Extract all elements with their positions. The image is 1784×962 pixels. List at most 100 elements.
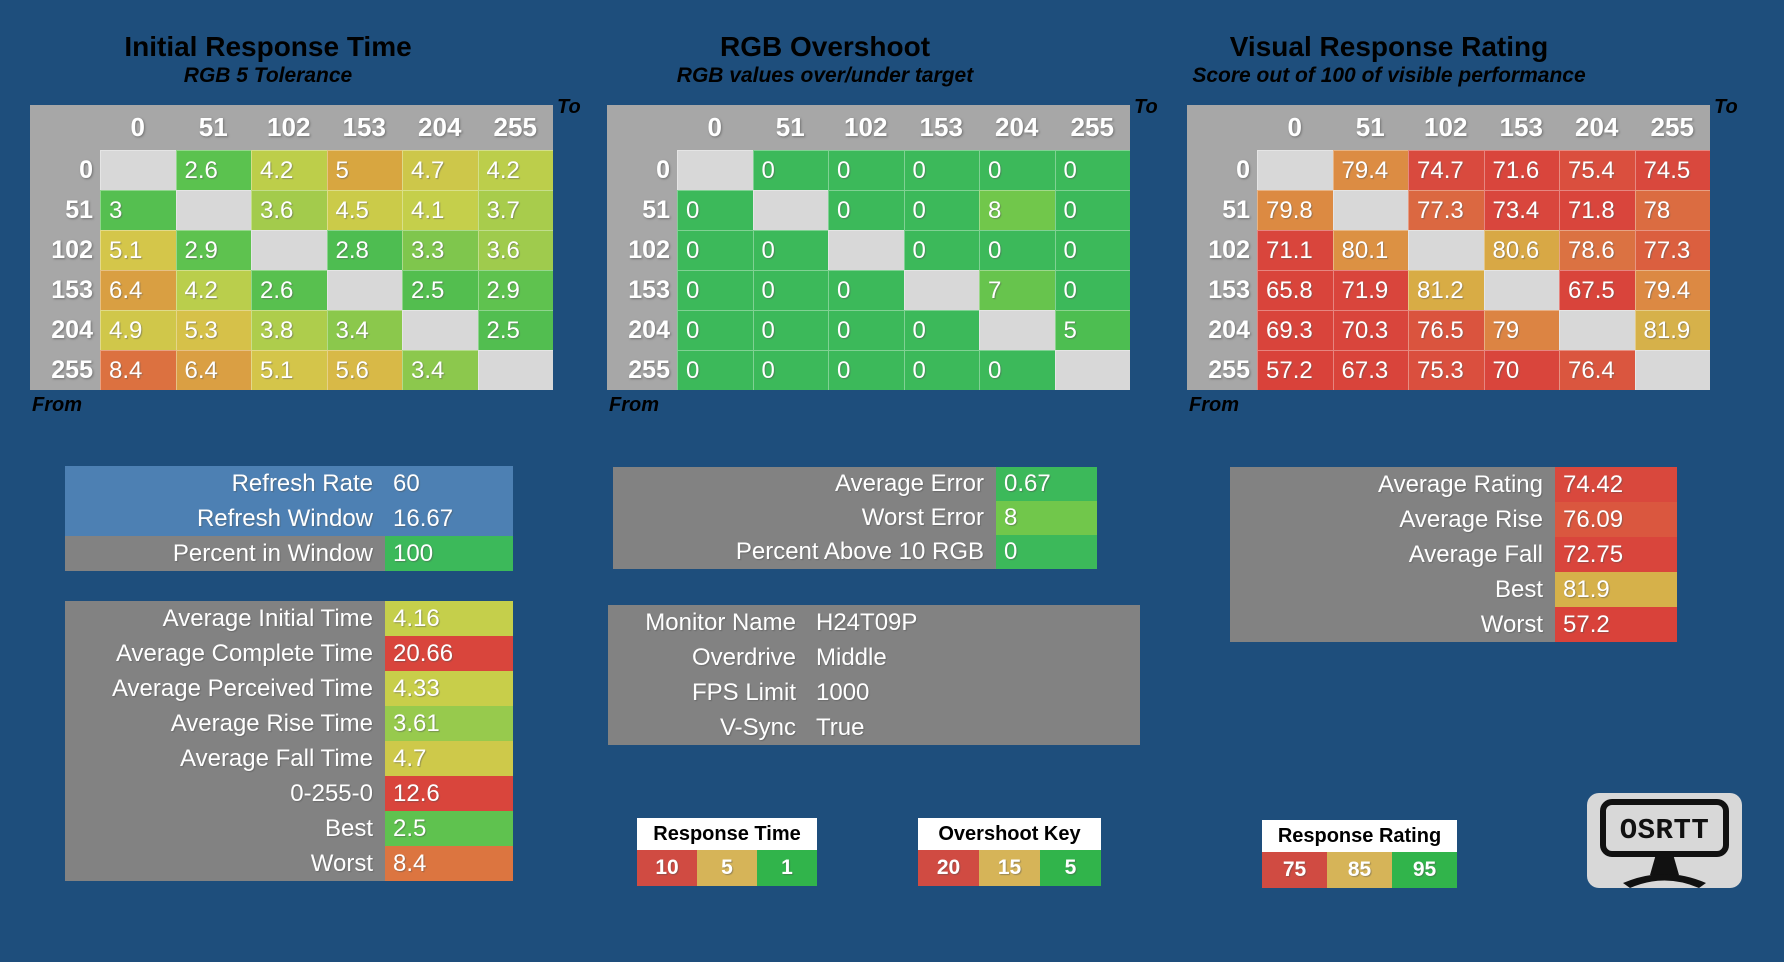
heatmap-cell: 0 [903, 150, 979, 190]
summary-label: Average Initial Time [65, 601, 385, 636]
summary-value: 1000 [808, 675, 1140, 710]
heatmap-cell: 0 [903, 310, 979, 350]
summary-value: 57.2 [1555, 607, 1677, 642]
heatmap-col-header: 102 [1408, 105, 1484, 150]
key-cell: 5 [697, 850, 757, 886]
heatmap-cell [1634, 350, 1710, 390]
summary-value: 2.5 [385, 811, 513, 846]
summary-label: Average Fall [1230, 537, 1555, 572]
heatmap-cell [1559, 310, 1635, 350]
heatmap-cell: 79.8 [1257, 190, 1333, 230]
heatmap-cell: 70.3 [1332, 310, 1408, 350]
summary-row: Average Rise Time 3.61 [65, 706, 513, 741]
overshoot-to-label: To [1134, 96, 1158, 118]
heatmap-row-header: 255 [30, 350, 100, 390]
heatmap-cell: 4.2 [477, 150, 553, 190]
summary-label: Best [1230, 572, 1555, 607]
response-time-key: Response Time Key1051 [637, 818, 817, 886]
key-title: Overshoot Key [918, 818, 1101, 850]
overshoot-title: RGB Overshoot [719, 31, 931, 62]
summary-value: 74.42 [1555, 467, 1677, 502]
heatmap-cell: 3.6 [251, 190, 327, 230]
summary-row: V-Sync True [608, 710, 1140, 745]
heatmap-row-header: 51 [30, 190, 100, 230]
heatmap-cell: 0 [677, 230, 753, 270]
heatmap-row-header: 204 [1187, 310, 1257, 350]
heatmap-cell: 3 [100, 190, 176, 230]
heatmap-row-header: 255 [607, 350, 677, 390]
heatmap-row-header: 0 [607, 150, 677, 190]
summary-label: Average Error [613, 467, 996, 501]
heatmap-cell: 0 [677, 350, 753, 390]
summary-row: Worst 57.2 [1230, 607, 1677, 642]
summary-row: Overdrive Middle [608, 640, 1140, 675]
heatmap-cell: 71.8 [1559, 190, 1635, 230]
summary-row: Monitor Name H24T09P [608, 605, 1140, 640]
heatmap-cell [1483, 270, 1559, 310]
heatmap-cell: 2.8 [326, 230, 402, 270]
summary-row: Worst 8.4 [65, 846, 513, 881]
summary-label: Worst [1230, 607, 1555, 642]
heatmap-cell: 74.5 [1634, 150, 1710, 190]
rating-to-label: To [1714, 96, 1738, 118]
heatmap-cell: 79.4 [1332, 150, 1408, 190]
heatmap-cell: 5.6 [326, 350, 402, 390]
logo-background [1587, 793, 1742, 888]
summary-label: Average Rating [1230, 467, 1555, 502]
key-cells: 20 15 5 [918, 850, 1101, 886]
heatmap-col-header: 255 [1634, 105, 1710, 150]
summary-row: Refresh Window 16.67 [65, 501, 513, 536]
summary-row: 0-255-0 12.6 [65, 776, 513, 811]
summary-value: 3.61 [385, 706, 513, 741]
heatmap-cell: 3.6 [477, 230, 553, 270]
heatmap-cell [677, 150, 753, 190]
heatmap-col-header: 255 [1054, 105, 1130, 150]
heatmap-row-header: 255 [1187, 350, 1257, 390]
heatmap-cell: 3.7 [477, 190, 553, 230]
heatmap-cell: 0 [752, 230, 828, 270]
heatmap-cell: 5 [1054, 310, 1130, 350]
summary-row: Percent in Window 100 [65, 536, 513, 571]
summary-row: Average Rating 74.42 [1230, 467, 1677, 502]
summary-value: 20.66 [385, 636, 513, 671]
heatmap-col-header: 0 [1257, 105, 1333, 150]
summary-value: 4.16 [385, 601, 513, 636]
heatmap-cell [175, 190, 251, 230]
heatmap-cell: 8.4 [100, 350, 176, 390]
summary-row: Average Error 0.67 [613, 467, 1097, 501]
summary-row: Average Rise 76.09 [1230, 502, 1677, 537]
heatmap-cell: 57.2 [1257, 350, 1333, 390]
overshoot-key: Overshoot Key 20 15 5 [918, 818, 1101, 886]
summary-value: H24T09P [808, 605, 1140, 640]
summary-row: Average Perceived Time 4.33 [65, 671, 513, 706]
heatmap-row-header: 102 [30, 230, 100, 270]
heatmap-cell: 2.9 [477, 270, 553, 310]
heatmap-cell: 0 [752, 310, 828, 350]
summary-row: Percent Above 10 RGB 0 [613, 535, 1097, 569]
heatmap-col-header: 0 [677, 105, 753, 150]
summary-label: 0-255-0 [65, 776, 385, 811]
heatmap-cell: 75.3 [1408, 350, 1484, 390]
heatmap-cell: 0 [828, 310, 904, 350]
heatmap-cell [828, 230, 904, 270]
heatmap-corner [607, 105, 677, 150]
rating-from-label: From [1189, 394, 1239, 416]
heatmap-col-header: 51 [1332, 105, 1408, 150]
summary-label: Average Complete Time [65, 636, 385, 671]
heatmap-cell: 81.2 [1408, 270, 1484, 310]
heatmap-cell: 3.4 [326, 310, 402, 350]
heatmap-cell: 0 [1054, 150, 1130, 190]
summary-value: 4.33 [385, 671, 513, 706]
summary-label: V-Sync [608, 710, 808, 745]
heatmap-cell: 77.3 [1408, 190, 1484, 230]
heatmap-cell [903, 270, 979, 310]
heatmap-cell: 5.3 [175, 310, 251, 350]
heatmap-col-header: 204 [979, 105, 1055, 150]
heatmap-cell: 4.2 [251, 150, 327, 190]
monitor-stand-base [1623, 874, 1706, 888]
summary-row: Best 81.9 [1230, 572, 1677, 607]
heatmap-cell: 0 [828, 150, 904, 190]
heatmap-row-header: 51 [1187, 190, 1257, 230]
response-time-from-label: From [32, 394, 82, 416]
heatmap-col-header: 51 [175, 105, 251, 150]
